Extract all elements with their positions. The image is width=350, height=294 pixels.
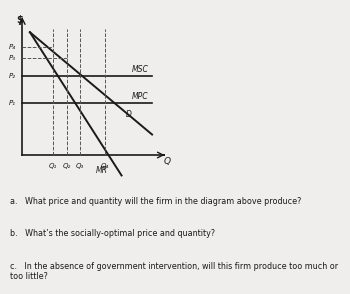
Text: P₂: P₂: [9, 73, 16, 79]
Text: Q₁: Q₁: [49, 163, 57, 169]
Text: Q₃: Q₃: [76, 163, 84, 169]
Text: P₁: P₁: [9, 100, 16, 106]
Text: b.   What’s the socially-optimal price and quantity?: b. What’s the socially-optimal price and…: [10, 229, 216, 238]
Text: MSC: MSC: [132, 65, 149, 74]
Text: P₃: P₃: [9, 55, 16, 61]
Text: D: D: [126, 110, 132, 119]
Text: MR: MR: [96, 166, 107, 175]
Text: Q₂: Q₂: [62, 163, 71, 169]
Text: c.   In the absence of government intervention, will this firm produce too much : c. In the absence of government interven…: [10, 262, 339, 281]
Text: a.   What price and quantity will the firm in the diagram above produce?: a. What price and quantity will the firm…: [10, 197, 302, 206]
Text: Q₄: Q₄: [100, 163, 109, 169]
Text: MPC: MPC: [132, 92, 149, 101]
Text: $: $: [16, 15, 23, 25]
Text: P₄: P₄: [9, 44, 16, 50]
Text: Q: Q: [164, 157, 171, 166]
